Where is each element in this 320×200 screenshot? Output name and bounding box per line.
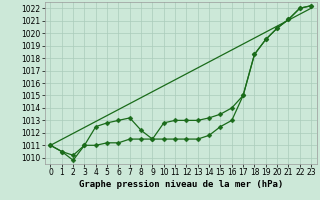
X-axis label: Graphe pression niveau de la mer (hPa): Graphe pression niveau de la mer (hPa): [79, 180, 283, 189]
